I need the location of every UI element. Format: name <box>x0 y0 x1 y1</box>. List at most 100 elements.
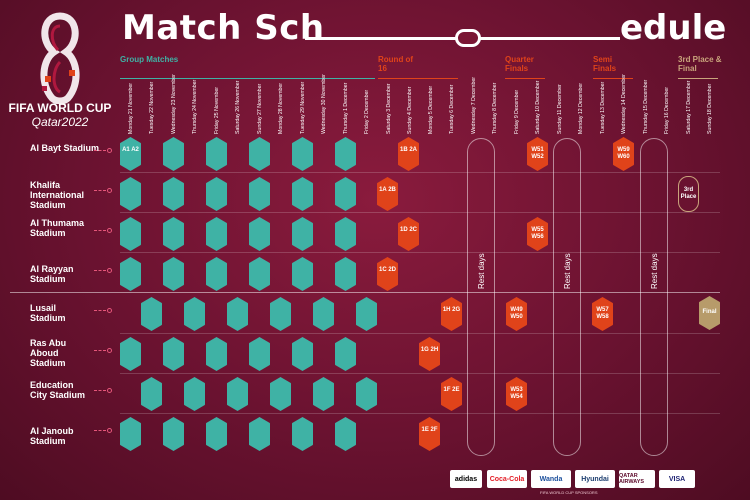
group-match[interactable] <box>120 337 141 371</box>
group-match[interactable] <box>227 377 248 411</box>
group-match[interactable] <box>184 297 205 331</box>
date-header: Sunday 11 December <box>557 84 563 134</box>
group-match[interactable] <box>206 177 227 211</box>
date-header: Tuesday 13 December <box>600 81 606 134</box>
group-match[interactable] <box>270 377 291 411</box>
group-match[interactable] <box>249 257 270 291</box>
group-match[interactable] <box>335 417 356 451</box>
match-qf-lusail[interactable]: W49 W50 <box>506 297 527 331</box>
group-match[interactable] <box>163 217 184 251</box>
row-marker-icon <box>107 188 112 193</box>
group-match[interactable] <box>249 177 270 211</box>
row-divider <box>120 212 720 213</box>
group-match[interactable] <box>227 297 248 331</box>
group-match[interactable] <box>141 377 162 411</box>
group-match[interactable] <box>249 337 270 371</box>
group-match[interactable] <box>163 177 184 211</box>
brand-subtitle: Qatar2022 <box>31 115 89 129</box>
date-header: Sunday 27 November <box>257 83 263 134</box>
match-qf-al-bayt[interactable]: W51 W52 <box>527 137 548 171</box>
r16-bar <box>378 78 458 79</box>
date-header: Thursday 8 December <box>492 82 498 134</box>
match-sf-al-bayt[interactable]: W59 W60 <box>613 137 634 171</box>
group-match[interactable] <box>292 177 313 211</box>
group-match[interactable] <box>249 417 270 451</box>
group-match[interactable] <box>120 177 141 211</box>
stadium-al-janoub: Al Janoub Stadium <box>30 426 74 446</box>
stadium-al-thumama: Al Thumama Stadium <box>30 218 85 238</box>
match-qf-al-thumama[interactable]: W55 W56 <box>527 217 548 251</box>
group-match[interactable] <box>335 257 356 291</box>
final-bar <box>678 78 718 79</box>
match-qf-education-city[interactable]: W53 W54 <box>506 377 527 411</box>
group-match[interactable] <box>313 297 334 331</box>
group-match[interactable]: A1 A2 <box>120 137 141 171</box>
date-header: Monday 28 November <box>278 82 284 134</box>
match-r16-al-janoub[interactable]: 1E 2F <box>419 417 440 451</box>
row-marker-icon <box>107 388 112 393</box>
sponsor-hyundai: Hyundai <box>575 470 615 488</box>
group-match[interactable] <box>206 417 227 451</box>
date-header: Monday 5 December <box>428 85 434 134</box>
date-header: Monday 21 November <box>128 82 134 134</box>
group-match[interactable] <box>206 217 227 251</box>
group-match[interactable] <box>120 417 141 451</box>
match-third-place[interactable]: 3rd Place <box>678 176 699 212</box>
group-match[interactable] <box>163 337 184 371</box>
sponsor-adidas: adidas <box>450 470 482 488</box>
group-bar <box>120 78 375 79</box>
phase-sf: Semi Finals <box>593 55 617 73</box>
row-marker-icon <box>107 148 112 153</box>
stadium-al-bayt: Al Bayt Stadium <box>30 143 100 153</box>
group-match[interactable] <box>163 417 184 451</box>
rest-days-3: Rest days <box>640 138 668 456</box>
date-header: Friday 16 December <box>664 87 670 134</box>
match-r16-al-thumama[interactable]: 1D 2C <box>398 217 419 251</box>
row-divider <box>120 333 720 334</box>
row-divider <box>120 413 720 414</box>
group-match[interactable] <box>335 337 356 371</box>
date-header: Friday 25 November <box>214 87 220 134</box>
group-match[interactable] <box>356 297 377 331</box>
group-match[interactable] <box>141 297 162 331</box>
row-connector <box>94 390 106 392</box>
match-r16-al-rayyan[interactable]: 1C 2D <box>377 257 398 291</box>
group-match[interactable] <box>120 217 141 251</box>
phase-r16: Round of 16 <box>378 55 414 73</box>
date-header: Thursday 1 December <box>343 82 349 134</box>
group-match[interactable] <box>249 217 270 251</box>
group-match[interactable] <box>163 257 184 291</box>
match-r16-ras-abu-aboud[interactable]: 1G 2H <box>419 337 440 371</box>
world-cup-logo <box>40 12 80 104</box>
group-match[interactable] <box>313 377 334 411</box>
match-final[interactable]: Final <box>699 296 720 330</box>
group-match[interactable] <box>356 377 377 411</box>
group-match[interactable] <box>335 137 356 171</box>
sponsor-visa: VISA <box>659 470 695 488</box>
match-sf-lusail[interactable]: W57 W58 <box>592 297 613 331</box>
row-connector <box>94 230 106 232</box>
group-match[interactable] <box>292 337 313 371</box>
group-match[interactable] <box>335 177 356 211</box>
group-match[interactable] <box>292 137 313 171</box>
group-match[interactable] <box>335 217 356 251</box>
match-r16-education-city[interactable]: 1F 2E <box>441 377 462 411</box>
group-match[interactable] <box>206 257 227 291</box>
sponsor-qatar-airways: QATAR AIRWAYS <box>619 470 655 488</box>
group-match[interactable] <box>270 297 291 331</box>
row-connector <box>94 310 106 312</box>
group-match[interactable] <box>206 337 227 371</box>
group-match[interactable] <box>206 137 227 171</box>
group-match[interactable] <box>163 137 184 171</box>
group-match[interactable] <box>184 377 205 411</box>
group-match[interactable] <box>249 137 270 171</box>
group-match[interactable] <box>292 257 313 291</box>
match-r16-lusail[interactable]: 1H 2G <box>441 297 462 331</box>
group-match[interactable] <box>292 417 313 451</box>
group-match[interactable] <box>120 257 141 291</box>
date-header: Monday 12 December <box>578 82 584 134</box>
match-r16-al-bayt[interactable]: 1B 2A <box>398 137 419 171</box>
match-r16-khalifa[interactable]: 1A 2B <box>377 177 398 211</box>
group-match[interactable] <box>292 217 313 251</box>
